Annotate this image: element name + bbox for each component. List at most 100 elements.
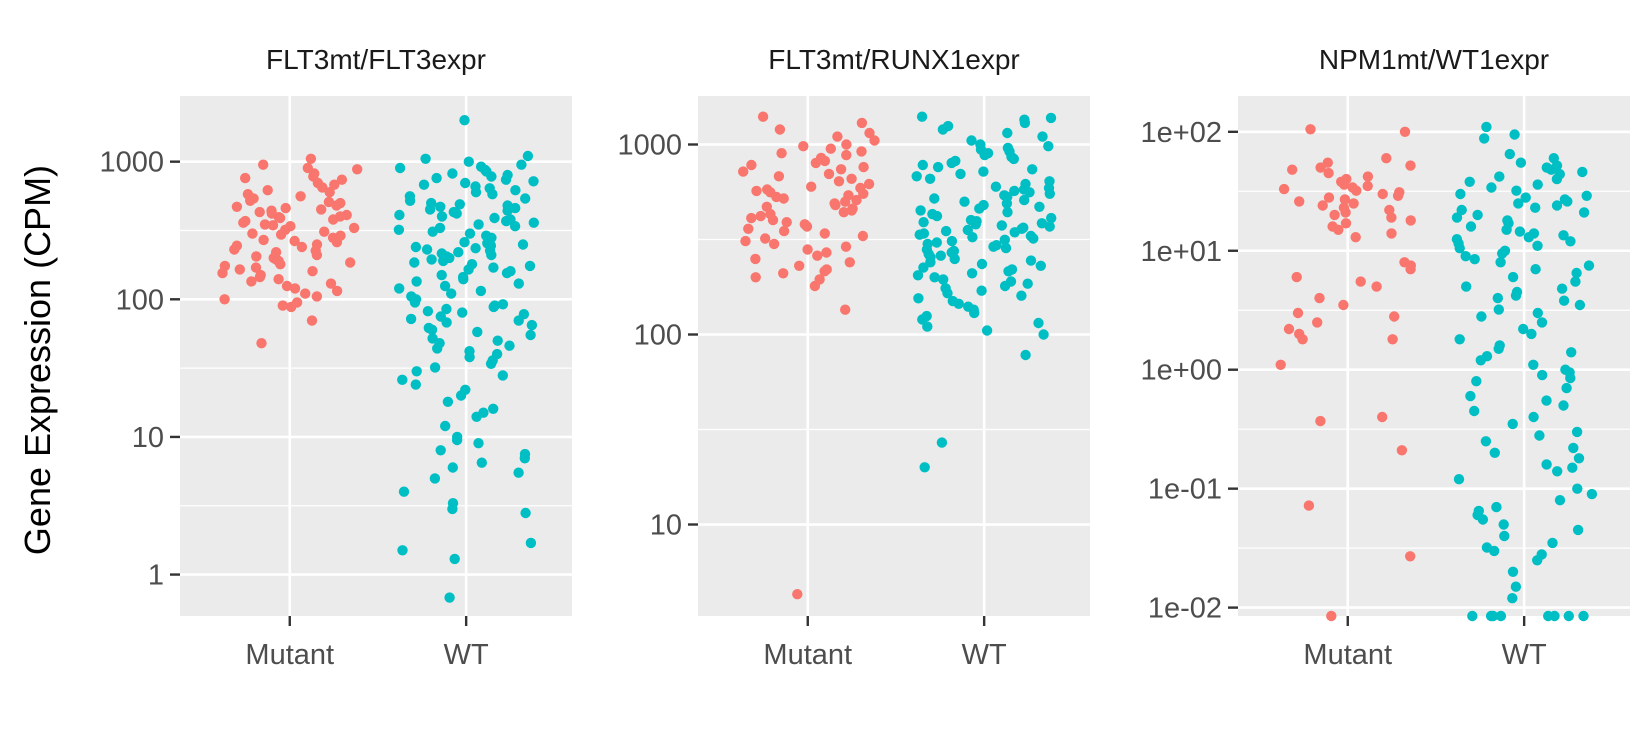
data-point-wt xyxy=(969,307,980,319)
data-point-mutant xyxy=(740,235,751,247)
data-point-wt xyxy=(513,278,524,289)
data-point-wt xyxy=(488,301,499,313)
data-point-mutant xyxy=(238,217,249,228)
data-point-wt xyxy=(1025,255,1037,266)
data-point-mutant xyxy=(317,182,328,193)
data-point-wt xyxy=(1558,295,1570,306)
y-tick-label: 100 xyxy=(116,284,164,316)
data-point-mutant xyxy=(838,207,849,218)
data-point-wt xyxy=(938,274,949,285)
data-point-wt xyxy=(917,159,928,171)
panel-background xyxy=(180,96,572,616)
data-point-wt xyxy=(1514,226,1526,237)
data-point-mutant xyxy=(306,315,318,326)
data-point-wt xyxy=(1510,290,1522,301)
data-point-wt xyxy=(1563,610,1575,622)
data-point-wt xyxy=(1526,328,1537,340)
data-point-wt xyxy=(1035,260,1047,271)
data-point-wt xyxy=(1046,212,1057,224)
data-point-wt xyxy=(929,193,940,204)
data-point-wt xyxy=(1493,304,1505,315)
data-point-mutant xyxy=(258,234,269,246)
data-point-wt xyxy=(470,187,482,198)
data-point-wt xyxy=(1583,260,1595,271)
data-point-wt xyxy=(522,150,534,162)
data-point-mutant xyxy=(778,193,789,204)
data-point-wt xyxy=(966,268,978,279)
data-point-wt xyxy=(526,319,538,331)
data-point-wt xyxy=(1561,382,1572,394)
data-point-wt xyxy=(472,326,483,338)
data-point-wt xyxy=(1002,207,1013,218)
data-point-wt xyxy=(404,195,416,206)
data-point-wt xyxy=(918,217,929,228)
data-point-wt xyxy=(497,370,508,381)
data-point-wt xyxy=(1460,251,1471,262)
data-point-mutant xyxy=(774,124,786,135)
data-point-wt xyxy=(397,545,408,556)
data-point-wt xyxy=(1528,411,1539,423)
data-point-wt xyxy=(1565,372,1576,384)
data-point-mutant xyxy=(1292,307,1304,319)
data-point-wt xyxy=(476,457,487,468)
data-point-wt xyxy=(1507,566,1519,577)
data-point-wt xyxy=(497,299,509,310)
data-point-wt xyxy=(1009,227,1020,238)
data-point-wt xyxy=(459,115,470,126)
data-point-mutant xyxy=(229,244,240,255)
data-point-wt xyxy=(1022,278,1033,289)
data-point-wt xyxy=(442,396,454,407)
data-point-mutant xyxy=(844,257,855,268)
data-point-mutant xyxy=(846,173,857,184)
data-point-mutant xyxy=(217,267,228,279)
data-point-wt xyxy=(528,176,539,187)
data-point-wt xyxy=(509,221,521,232)
data-point-wt xyxy=(1038,329,1049,340)
data-point-mutant xyxy=(1323,192,1335,203)
data-point-wt xyxy=(489,212,500,224)
data-point-wt xyxy=(1530,202,1541,213)
data-point-wt xyxy=(1036,218,1048,229)
data-point-wt xyxy=(1016,290,1027,301)
data-point-mutant xyxy=(1405,160,1416,171)
data-point-mutant xyxy=(869,135,880,146)
data-point-mutant xyxy=(792,589,803,600)
data-point-mutant xyxy=(778,225,790,237)
data-point-wt xyxy=(1008,153,1019,165)
x-tick-label: Mutant xyxy=(245,639,334,671)
data-point-wt xyxy=(1562,196,1573,207)
data-point-wt xyxy=(916,111,928,122)
y-tick-label: 100 xyxy=(634,320,682,352)
data-point-mutant xyxy=(348,222,360,234)
data-point-mutant xyxy=(833,176,845,187)
data-point-wt xyxy=(441,317,452,328)
x-tick-label: WT xyxy=(444,639,489,671)
data-point-wt xyxy=(914,229,925,240)
panel-2: 10 100 1000 Mutant WT xyxy=(617,96,1090,671)
panel-title-flt3-flt3: FLT3mt/FLT3expr xyxy=(266,44,486,75)
data-point-mutant xyxy=(776,148,787,159)
data-point-wt xyxy=(1043,141,1054,152)
data-point-mutant xyxy=(1399,126,1411,137)
data-point-mutant xyxy=(1340,218,1352,229)
data-point-wt xyxy=(1027,164,1038,175)
data-point-wt xyxy=(1472,209,1483,221)
data-point-wt xyxy=(1556,283,1568,294)
data-point-mutant xyxy=(794,260,805,271)
data-point-wt xyxy=(1581,190,1592,201)
data-point-wt xyxy=(1037,131,1048,142)
data-point-wt xyxy=(1536,317,1548,328)
data-point-wt xyxy=(1489,545,1500,557)
data-point-wt xyxy=(426,254,437,265)
data-point-wt xyxy=(435,201,446,212)
data-point-wt xyxy=(1045,112,1057,124)
data-point-wt xyxy=(398,486,410,497)
data-point-wt xyxy=(1018,194,1030,206)
y-tick-label: 1000 xyxy=(99,147,164,179)
data-point-mutant xyxy=(307,266,318,277)
data-point-wt xyxy=(1523,232,1535,243)
data-point-wt xyxy=(431,172,442,184)
data-point-wt xyxy=(1479,133,1490,144)
data-point-mutant xyxy=(258,159,269,170)
data-point-wt xyxy=(1547,537,1558,549)
